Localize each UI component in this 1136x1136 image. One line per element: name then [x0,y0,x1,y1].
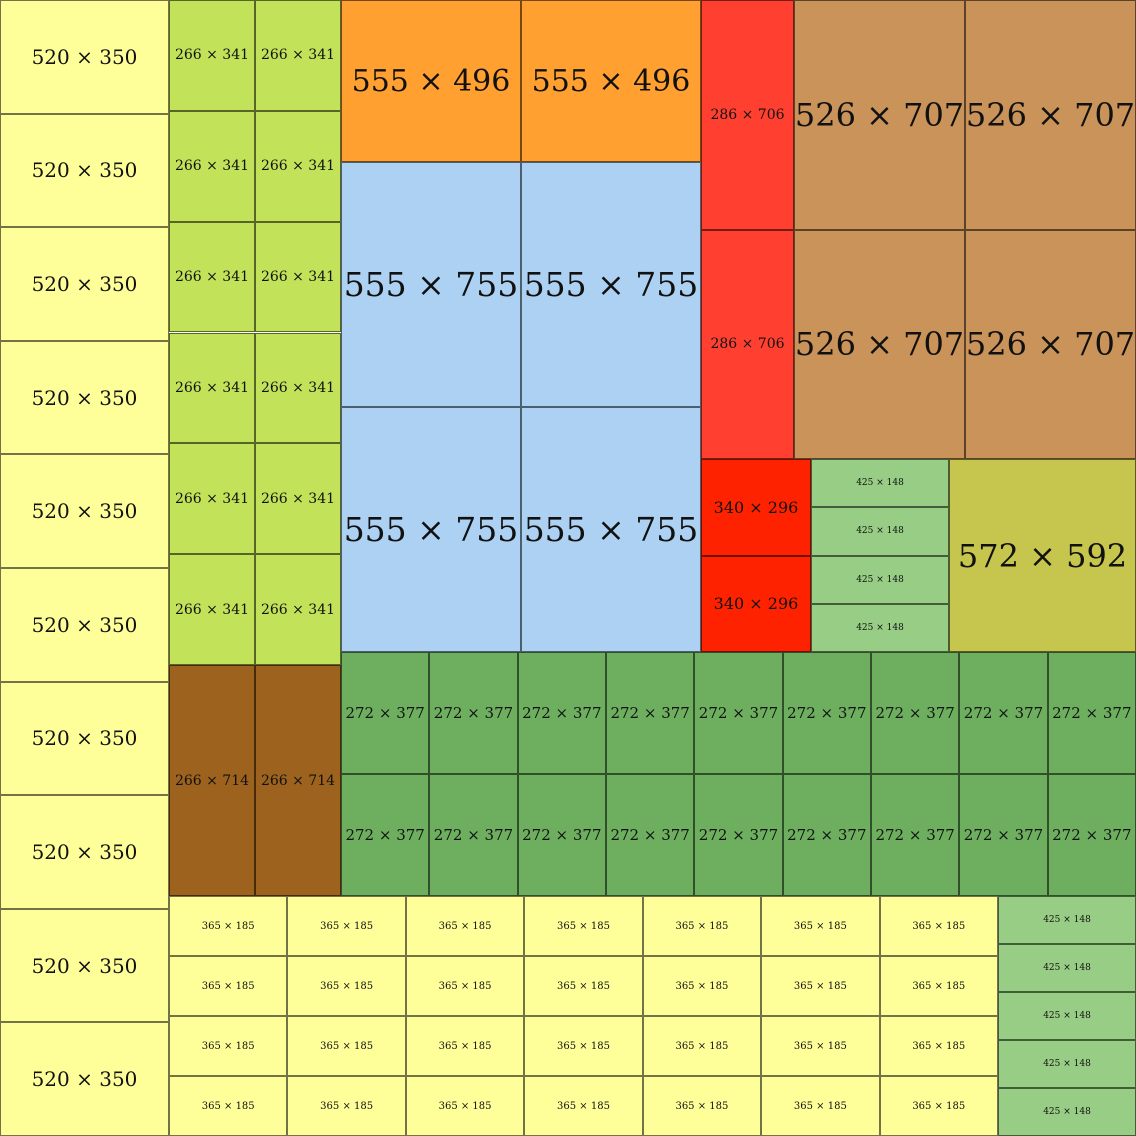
tile-365x185-5: 365 × 185 [642,896,762,956]
tile-520x350-6: 520 × 350 [0,568,169,682]
tile-520x350-8: 520 × 350 [0,795,169,909]
tile-272x377-12: 272 × 377 [517,774,606,896]
tile-365x185-23: 365 × 185 [287,1076,406,1136]
tile-425x148-6: 425 × 148 [998,944,1136,992]
tile-365x185-17: 365 × 185 [405,1016,525,1076]
tile-365x185-28: 365 × 185 [879,1076,998,1136]
tile-425x148-2: 425 × 148 [811,507,949,556]
tile-266x341-9: 266 × 341 [169,443,255,555]
tile-365x185-3: 365 × 185 [405,896,525,956]
tile-365x185-22: 365 × 185 [169,1076,288,1136]
tile-286x706-2: 286 × 706 [701,229,794,459]
tile-266x714-2: 266 × 714 [255,665,341,896]
tile-272x377-17: 272 × 377 [959,774,1048,896]
tile-266x341-1: 266 × 341 [169,0,255,111]
tile-272x377-15: 272 × 377 [782,774,871,896]
tile-555x496-1: 555 × 496 [341,0,521,162]
tile-425x148-3: 425 × 148 [811,555,949,604]
tile-286x706-1: 286 × 706 [701,0,794,230]
tile-520x350-7: 520 × 350 [0,681,169,796]
tile-272x377-16: 272 × 377 [871,774,960,896]
tile-272x377-1: 272 × 377 [341,652,430,774]
tile-266x341-3: 266 × 341 [169,110,255,222]
tile-365x185-9: 365 × 185 [287,956,406,1016]
tile-272x377-4: 272 × 377 [606,652,695,774]
tile-266x341-4: 266 × 341 [255,110,341,222]
tile-365x185-12: 365 × 185 [642,956,762,1016]
tile-272x377-3: 272 × 377 [517,652,606,774]
tile-272x377-8: 272 × 377 [959,652,1048,774]
tile-272x377-5: 272 × 377 [694,652,783,774]
tile-520x350-4: 520 × 350 [0,340,169,455]
tile-365x185-25: 365 × 185 [524,1076,643,1136]
tile-555x755-3: 555 × 755 [341,407,521,652]
tile-526x707-1: 526 × 707 [794,0,965,230]
tile-365x185-18: 365 × 185 [524,1016,643,1076]
tile-266x341-5: 266 × 341 [169,221,255,333]
tile-520x350-9: 520 × 350 [0,908,169,1023]
tile-272x377-14: 272 × 377 [694,774,783,896]
tile-365x185-11: 365 × 185 [524,956,643,1016]
tile-365x185-27: 365 × 185 [761,1076,880,1136]
tile-266x341-10: 266 × 341 [255,443,341,555]
tile-365x185-14: 365 × 185 [879,956,998,1016]
tile-572x592-1: 572 × 592 [949,459,1136,652]
tile-272x377-7: 272 × 377 [871,652,960,774]
tile-272x377-11: 272 × 377 [429,774,518,896]
tile-365x185-16: 365 × 185 [287,1016,406,1076]
tile-266x341-12: 266 × 341 [255,554,341,665]
tile-365x185-8: 365 × 185 [169,956,288,1016]
tile-365x185-10: 365 × 185 [405,956,525,1016]
tile-520x350-1: 520 × 350 [0,0,169,114]
tile-365x185-19: 365 × 185 [642,1016,762,1076]
tile-365x185-2: 365 × 185 [287,896,406,956]
tile-340x296-1: 340 × 296 [701,459,811,556]
tile-425x148-9: 425 × 148 [998,1088,1136,1136]
tile-266x341-7: 266 × 341 [169,332,255,444]
tile-365x185-7: 365 × 185 [879,896,998,956]
tile-555x755-1: 555 × 755 [341,162,521,407]
tile-555x755-4: 555 × 755 [521,407,701,652]
tile-272x377-13: 272 × 377 [606,774,695,896]
tile-555x755-2: 555 × 755 [521,162,701,407]
tile-365x185-15: 365 × 185 [169,1016,288,1076]
tile-365x185-13: 365 × 185 [761,956,880,1016]
tile-520x350-10: 520 × 350 [0,1022,169,1136]
tile-425x148-1: 425 × 148 [811,459,949,508]
tile-425x148-7: 425 × 148 [998,992,1136,1040]
tile-266x341-8: 266 × 341 [255,332,341,444]
tile-425x148-5: 425 × 148 [998,896,1136,944]
tile-526x707-2: 526 × 707 [965,0,1136,230]
tile-272x377-2: 272 × 377 [429,652,518,774]
tile-272x377-18: 272 × 377 [1047,774,1136,896]
tile-266x341-11: 266 × 341 [169,554,255,665]
tile-266x714-1: 266 × 714 [169,665,255,896]
tile-520x350-3: 520 × 350 [0,227,169,341]
tile-340x296-2: 340 × 296 [701,555,811,652]
tile-272x377-10: 272 × 377 [341,774,430,896]
tile-365x185-1: 365 × 185 [169,896,288,956]
tile-365x185-21: 365 × 185 [879,1016,998,1076]
tile-526x707-3: 526 × 707 [794,229,965,459]
tile-425x148-8: 425 × 148 [998,1040,1136,1088]
tile-365x185-6: 365 × 185 [761,896,880,956]
tile-365x185-4: 365 × 185 [524,896,643,956]
tile-272x377-6: 272 × 377 [782,652,871,774]
tile-272x377-9: 272 × 377 [1047,652,1136,774]
tile-266x341-6: 266 × 341 [255,221,341,333]
tile-365x185-20: 365 × 185 [761,1016,880,1076]
tile-425x148-4: 425 × 148 [811,603,949,652]
tile-365x185-26: 365 × 185 [642,1076,762,1136]
tile-520x350-2: 520 × 350 [0,113,169,228]
tile-555x496-2: 555 × 496 [521,0,701,162]
tile-365x185-24: 365 × 185 [405,1076,525,1136]
tile-526x707-4: 526 × 707 [965,229,1136,459]
tile-266x341-2: 266 × 341 [255,0,341,111]
tile-520x350-5: 520 × 350 [0,454,169,568]
